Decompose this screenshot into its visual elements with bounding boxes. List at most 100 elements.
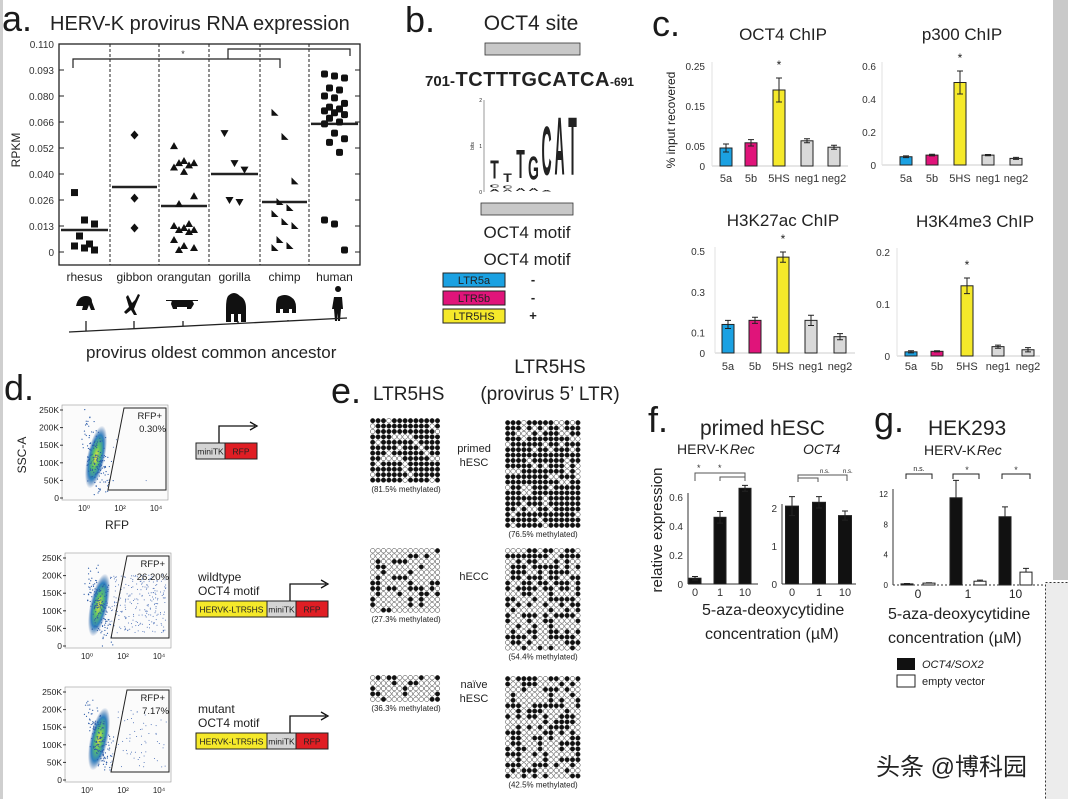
- methylated-cpg: [564, 607, 570, 613]
- unmethylated-cpg: [429, 553, 435, 559]
- flow-event-gated: [125, 617, 127, 619]
- unmethylated-cpg: [537, 607, 543, 613]
- methylated-cpg: [569, 517, 576, 523]
- methylated-cpg: [370, 580, 376, 586]
- unmethylated-cpg: [564, 697, 570, 703]
- unmethylated-cpg: [418, 575, 424, 581]
- flow-event: [102, 637, 104, 640]
- unmethylated-cpg: [402, 461, 408, 467]
- unmethylated-cpg: [380, 558, 387, 565]
- unmethylated-cpg: [564, 773, 570, 779]
- flow-event-gated: [153, 604, 155, 606]
- flow-event: [103, 610, 105, 612]
- methylated-cpg: [559, 746, 565, 752]
- flow-event: [97, 628, 100, 630]
- flow-event: [94, 720, 96, 722]
- panel-g-title: HEK293: [928, 417, 1006, 440]
- flow-event: [87, 459, 90, 461]
- unmethylated-cpg: [402, 680, 408, 686]
- unmethylated-cpg: [526, 506, 532, 512]
- flow-event: [97, 710, 99, 712]
- flow-event-gated: [150, 614, 152, 616]
- methylated-cpg: [418, 596, 424, 602]
- methylated-cpg: [505, 506, 511, 512]
- methylated-cpg: [386, 472, 392, 478]
- flow-event: [101, 608, 103, 610]
- methylated-cpg: [429, 585, 435, 592]
- unmethylated-cpg: [569, 558, 576, 565]
- data-point: [276, 198, 284, 205]
- unmethylated-cpg: [553, 645, 559, 651]
- thumbnail-preview[interactable]: [1045, 582, 1068, 799]
- unmethylated-cpg: [391, 596, 397, 602]
- methylated-cpg: [510, 495, 516, 501]
- unmethylated-cpg: [510, 719, 516, 725]
- flow-event: [96, 472, 98, 474]
- flow-event: [93, 728, 95, 730]
- unmethylated-cpg: [386, 680, 392, 686]
- y-tick-label: 0.093: [29, 66, 54, 77]
- unmethylated-cpg: [510, 724, 516, 730]
- unmethylated-cpg: [380, 591, 387, 597]
- unmethylated-cpg: [564, 735, 570, 741]
- unmethylated-cpg: [542, 724, 549, 730]
- unmethylated-cpg: [548, 719, 554, 725]
- methylated-cpg: [397, 558, 403, 565]
- logo-letter-C: C: [541, 111, 551, 190]
- flow-event: [89, 570, 92, 572]
- unmethylated-cpg: [370, 680, 376, 686]
- methylated-cpg: [375, 434, 381, 440]
- flow-event-gated: [125, 628, 127, 630]
- methylated-cpg: [559, 495, 565, 501]
- flow-event: [90, 580, 92, 582]
- flow-x-tick-label: 10²: [114, 504, 126, 513]
- error-bar: [837, 333, 843, 341]
- flow-event: [97, 564, 99, 566]
- flow-event-gated: [139, 623, 141, 625]
- methylated-cpg: [564, 585, 570, 592]
- panel-f-subtitle-rec: HERV-K: [677, 441, 730, 457]
- unmethylated-cpg: [434, 607, 441, 613]
- flow-event: [102, 752, 104, 754]
- unmethylated-cpg: [575, 596, 581, 602]
- unmethylated-cpg: [564, 751, 570, 757]
- unmethylated-cpg: [391, 691, 397, 697]
- methylated-cpg: [532, 751, 538, 757]
- flow-event: [98, 725, 100, 727]
- flow-event-gated: [149, 608, 151, 610]
- methylated-cpg: [402, 691, 408, 697]
- methylated-cpg: [375, 558, 381, 565]
- flow-event: [105, 613, 107, 616]
- methylated-cpg: [375, 418, 381, 424]
- unmethylated-cpg: [386, 418, 392, 424]
- flow-event: [98, 465, 100, 467]
- unmethylated-cpg: [542, 708, 549, 714]
- logo-axis-label: bits: [470, 142, 476, 150]
- flow-event-gated: [108, 623, 110, 625]
- flow-event-gated: [157, 599, 159, 601]
- methylated-cpg: [505, 436, 511, 442]
- unmethylated-cpg: [391, 685, 397, 692]
- flow-event-gated: [127, 622, 129, 624]
- methylated-cpg: [510, 692, 516, 698]
- methylated-cpg: [559, 484, 565, 491]
- flow-y-tick-label: 50K: [44, 475, 59, 485]
- flow-event-gated: [133, 613, 135, 615]
- unmethylated-cpg: [542, 735, 549, 741]
- flow-event: [97, 571, 99, 573]
- data-point: [170, 236, 178, 243]
- methylated-cpg: [515, 420, 522, 426]
- flow-event: [103, 738, 105, 741]
- flow-event: [91, 737, 93, 740]
- flow-event: [102, 472, 105, 474]
- unmethylated-cpg: [548, 447, 554, 453]
- flow-event: [99, 469, 102, 472]
- sig-g-1: *: [965, 465, 969, 475]
- panel-letter-b: b.: [405, 0, 435, 40]
- error-bar: [1023, 567, 1029, 573]
- methylated-cpg: [380, 439, 387, 445]
- flow-event: [97, 460, 99, 462]
- methylated-cpg: [434, 466, 441, 472]
- unmethylated-cpg: [532, 645, 538, 651]
- flow-event-gated: [163, 590, 165, 592]
